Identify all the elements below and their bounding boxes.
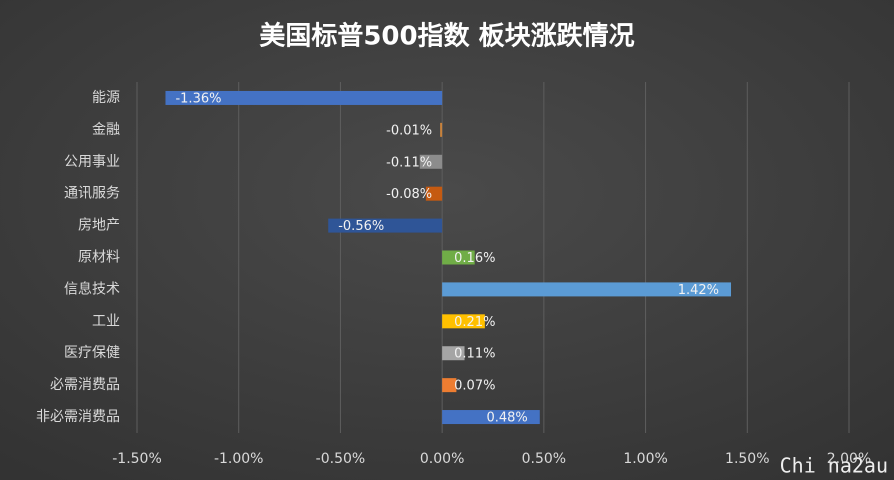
y-tick-label: 通讯服务: [64, 186, 120, 202]
value-label: 0.07%: [454, 379, 495, 394]
chart-title: 美国标普500指数 板块涨跌情况: [259, 21, 634, 52]
bar: [442, 346, 465, 361]
x-tick-label: -1.50%: [112, 451, 162, 467]
watermark: Chi na2au: [780, 454, 888, 478]
value-label: 1.42%: [678, 283, 719, 298]
value-label: 0.48%: [486, 411, 527, 426]
bar: [419, 154, 443, 169]
value-label: 0.16%: [454, 251, 495, 266]
y-tick-label: 信息技术: [64, 280, 120, 297]
y-tick-label: 工业: [92, 313, 120, 329]
value-label: 0.21%: [454, 315, 495, 330]
y-tick-label: 非必需消费品: [36, 409, 120, 425]
x-tick-label: -0.50%: [316, 451, 366, 467]
value-label: -0.01%: [386, 123, 432, 138]
x-tick-label: 1.00%: [623, 451, 667, 467]
value-label: -0.56%: [338, 219, 384, 234]
x-tick-label: 0.50%: [522, 451, 566, 467]
bar: [165, 90, 443, 105]
y-tick-label: 原材料: [78, 250, 120, 266]
x-tick-label: -1.00%: [214, 451, 264, 467]
y-tick-label: 房地产: [78, 218, 120, 234]
y-tick-label: 必需消费品: [50, 377, 120, 393]
bar: [442, 282, 732, 297]
bar: [442, 250, 475, 265]
bar: [442, 314, 485, 329]
bar: [442, 378, 457, 393]
value-label: -0.08%: [386, 187, 432, 202]
value-label: -0.11%: [386, 155, 432, 170]
value-label: -1.36%: [175, 91, 221, 106]
value-label: 0.11%: [454, 347, 495, 362]
x-tick-label: 2.00%: [827, 451, 871, 467]
y-tick-label: 金融: [92, 122, 120, 138]
x-tick-label: 0.00%: [420, 451, 464, 467]
bar: [425, 186, 443, 201]
bar: [440, 122, 443, 137]
bar: [328, 218, 443, 233]
y-tick-label: 能源: [92, 90, 120, 106]
y-tick-label: 医疗保健: [64, 345, 120, 361]
x-tick-label: 1.50%: [725, 451, 769, 467]
y-tick-label: 公用事业: [64, 154, 120, 170]
bar: [442, 410, 540, 425]
